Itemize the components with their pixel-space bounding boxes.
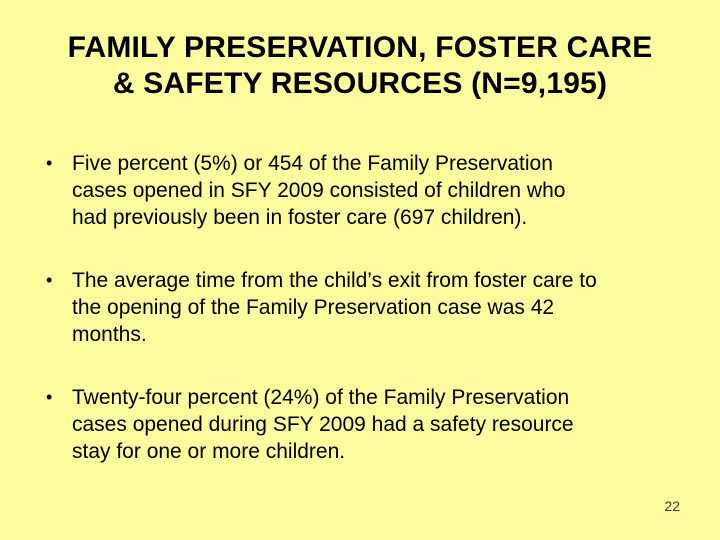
bullet-text: Five percent (5%) or 454 of the Family P… <box>72 152 566 229</box>
page-number-label: 22 <box>664 498 680 514</box>
bullet-icon: • <box>46 153 53 173</box>
bullet-item: • Twenty-four percent (24%) of the Famil… <box>46 384 680 465</box>
bullet-item: • Five percent (5%) or 454 of the Family… <box>46 150 680 231</box>
bullet-icon: • <box>46 270 53 290</box>
bullet-text: The average time from the child’s exit f… <box>72 269 597 346</box>
slide-title: FAMILY PRESERVATION, FOSTER CARE & SAFET… <box>67 31 653 100</box>
bullet-text: Twenty-four percent (24%) of the Family … <box>72 386 574 463</box>
bullet-item: • The average time from the child’s exit… <box>46 267 680 348</box>
bullet-list: • Five percent (5%) or 454 of the Family… <box>0 150 720 465</box>
bullet-icon: • <box>46 387 53 407</box>
